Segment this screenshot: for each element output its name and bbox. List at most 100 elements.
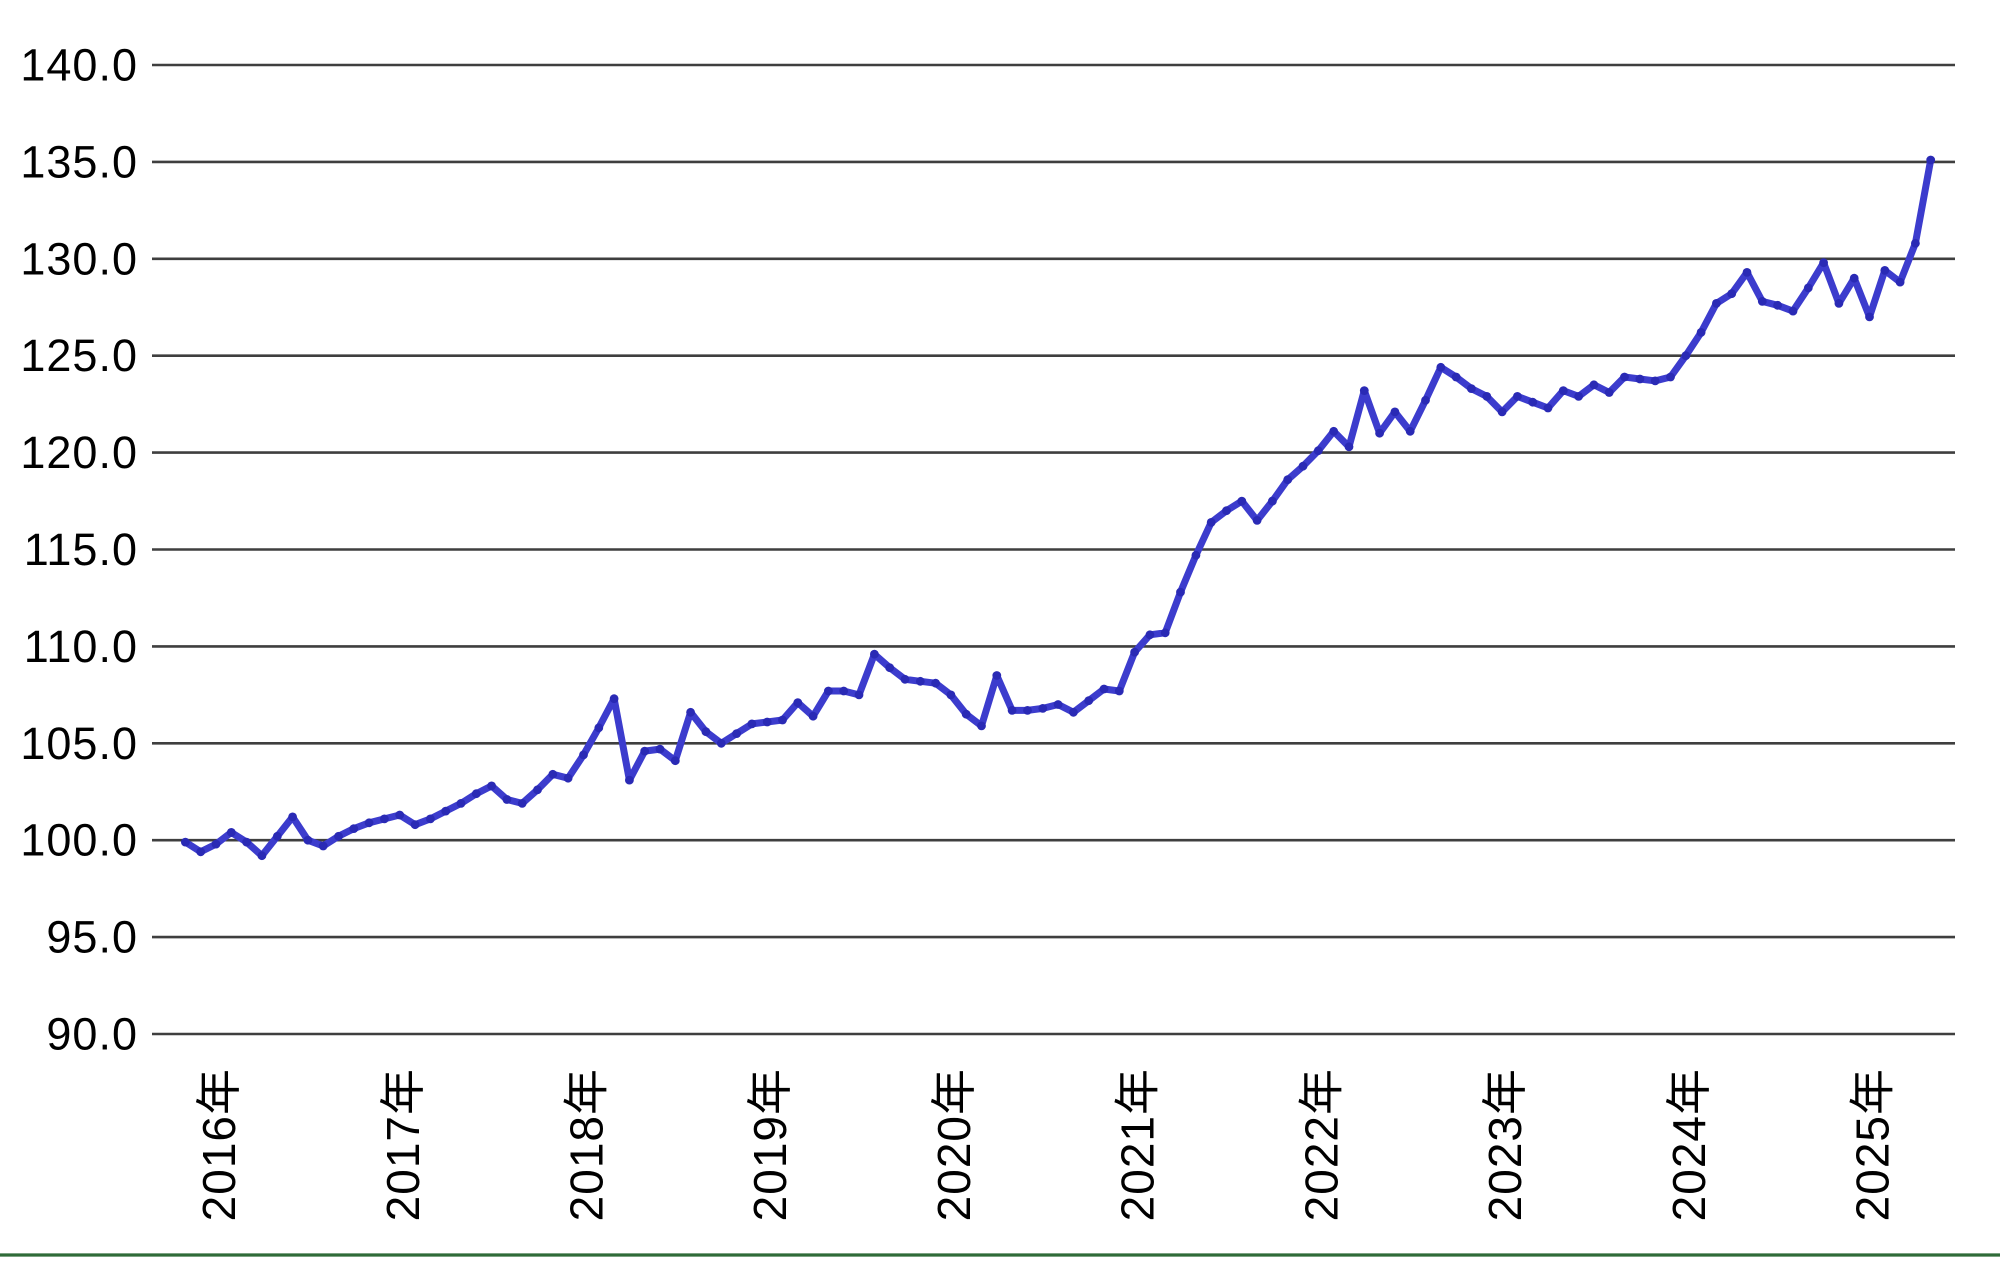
data-point-marker (288, 812, 297, 822)
data-point-marker (1696, 328, 1706, 337)
y-axis-tick-label: 105.0 (20, 718, 138, 769)
data-point-marker (181, 837, 190, 847)
data-point-marker (1604, 388, 1614, 397)
data-point-marker (318, 841, 328, 851)
data-point-marker (977, 721, 986, 731)
data-point-marker (655, 744, 665, 754)
data-point-marker (456, 799, 466, 808)
data-point-marker (395, 810, 405, 820)
y-axis-tick-label: 125.0 (20, 330, 138, 381)
data-point-marker (1849, 273, 1859, 283)
data-point-marker (1405, 426, 1415, 436)
x-axis-year-label: 2016年 (193, 1068, 245, 1221)
data-point-marker (257, 851, 267, 861)
data-point-marker (1865, 312, 1874, 322)
data-point-marker (778, 715, 787, 725)
data-point-marker (441, 806, 451, 816)
data-point-marker (196, 847, 206, 857)
data-point-marker (1298, 461, 1308, 471)
data-point-marker (961, 709, 971, 719)
data-point-marker (900, 674, 910, 684)
data-point-marker (793, 698, 803, 707)
data-point-marker (579, 750, 588, 760)
data-point-marker (1222, 506, 1231, 516)
x-axis-year-label: 2025年 (1847, 1068, 1899, 1221)
y-axis-tick-label: 95.0 (46, 912, 138, 963)
data-point-marker (1880, 266, 1890, 275)
data-point-marker (1926, 155, 1936, 165)
data-point-marker (762, 717, 772, 727)
data-point-marker (1329, 426, 1339, 436)
data-point-marker (1451, 372, 1461, 382)
data-point-marker (1436, 362, 1446, 372)
data-point-marker (915, 676, 925, 686)
data-point-marker (1911, 238, 1920, 248)
data-point-marker (487, 781, 496, 791)
data-point-marker (502, 795, 512, 804)
data-point-marker (992, 671, 1002, 680)
data-point-marker (732, 729, 741, 738)
y-axis-tick-label: 100.0 (20, 815, 138, 866)
y-axis-tick-label: 120.0 (20, 427, 138, 478)
data-point-marker (272, 831, 282, 841)
data-point-marker (242, 837, 252, 847)
y-axis-tick-label: 90.0 (46, 1009, 138, 1060)
data-point-marker (1528, 397, 1538, 407)
data-point-marker (1375, 428, 1384, 438)
data-point-marker (1497, 407, 1507, 417)
data-point-marker (1650, 376, 1660, 386)
data-point-marker (1283, 475, 1293, 485)
data-point-marker (211, 839, 221, 849)
data-point-marker (1237, 496, 1247, 506)
data-point-marker (1359, 386, 1369, 395)
data-point-marker (533, 785, 542, 795)
data-point-marker (701, 727, 711, 737)
data-point-marker (747, 719, 757, 729)
data-point-marker (1482, 392, 1492, 401)
data-point-marker (1069, 707, 1078, 717)
x-axis-year-label: 2020年 (928, 1068, 980, 1221)
data-point-marker (1666, 372, 1675, 382)
data-point-marker (609, 694, 619, 704)
data-point-marker (349, 824, 359, 833)
data-point-marker (334, 831, 343, 841)
data-point-marker (1620, 372, 1629, 382)
data-point-marker (885, 663, 895, 673)
data-point-marker (625, 775, 634, 785)
data-point-marker (1252, 516, 1262, 525)
data-point-marker (1558, 386, 1568, 395)
data-point-marker (1176, 587, 1185, 597)
data-point-marker (854, 690, 864, 700)
data-point-marker (226, 828, 236, 837)
data-point-marker (716, 738, 726, 748)
x-axis-year-label: 2017年 (377, 1068, 429, 1221)
y-axis-tick-label: 110.0 (24, 621, 138, 672)
data-point-marker (824, 686, 833, 696)
data-point-marker (426, 814, 435, 824)
data-point-marker (1513, 392, 1522, 401)
data-point-marker (1681, 351, 1691, 361)
data-point-marker (1834, 299, 1844, 308)
x-axis-year-label: 2024年 (1663, 1068, 1715, 1221)
data-point-marker (471, 789, 481, 799)
data-point-marker (1206, 518, 1216, 527)
x-axis-year-label: 2022年 (1295, 1068, 1347, 1221)
data-point-marker (1160, 628, 1170, 638)
data-point-marker (1819, 258, 1828, 268)
data-point-marker (303, 835, 313, 845)
data-point-marker (1084, 696, 1094, 706)
data-point-marker (1467, 384, 1476, 393)
data-point-marker (870, 649, 879, 659)
data-point-marker (946, 690, 956, 700)
data-point-marker (1038, 704, 1048, 713)
x-axis-year-label: 2023年 (1479, 1068, 1531, 1221)
data-point-marker (1543, 403, 1553, 413)
data-point-marker (1757, 297, 1767, 306)
data-point-marker (1023, 706, 1032, 715)
x-axis-year-label: 2021年 (1112, 1068, 1164, 1221)
data-point-marker (1712, 299, 1721, 308)
series-line (181, 156, 1935, 860)
data-point-marker (1191, 550, 1201, 560)
data-point-marker (563, 773, 573, 783)
